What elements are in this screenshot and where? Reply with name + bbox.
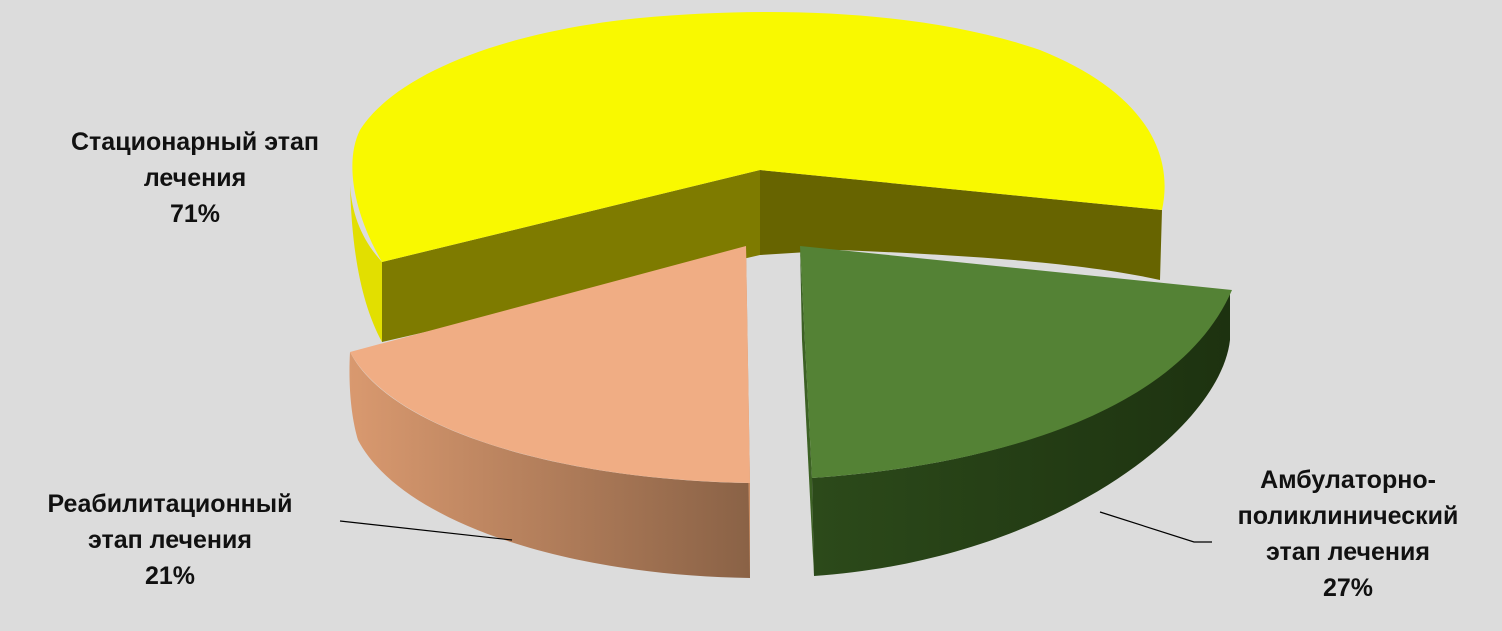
label-outpatient: Амбулаторно- поликлинический этап лечени… [1198,462,1498,606]
slice-inpatient-cut-left [382,170,760,342]
leader-line-rehab [339,520,513,541]
label-outpatient-line-2: поликлинический [1237,502,1459,530]
label-inpatient-line-2: лечения [143,164,247,192]
leader-line-outpatient [1099,511,1212,543]
slice-outpatient-cut [800,246,814,576]
slice-outpatient [800,246,1232,576]
label-rehab-value: 21% [144,562,196,590]
label-inpatient-line-1: Стационарный этап [71,128,319,156]
slice-outpatient-top [800,246,1232,478]
label-inpatient: Стационарный этап лечения 71% [30,124,360,232]
label-rehab-line-1: Реабилитационный [47,490,293,518]
slice-inpatient [350,11,1165,342]
label-rehab-line-2: этап лечения [88,526,252,554]
label-inpatient-value: 71% [169,200,221,228]
label-outpatient-value: 27% [1322,574,1374,602]
slice-inpatient-rim [350,185,382,342]
label-rehab: Реабилитационный этап лечения 21% [0,486,340,594]
label-outpatient-line-3: этап лечения [1266,538,1430,566]
slice-outpatient-side [812,290,1230,576]
slice-inpatient-top [352,11,1165,263]
slice-inpatient-cut-right [760,170,1162,280]
slice-rehab [349,246,750,578]
slice-rehab-side [349,352,750,578]
slice-rehab-top [350,246,750,483]
label-outpatient-line-1: Амбулаторно- [1260,466,1436,494]
